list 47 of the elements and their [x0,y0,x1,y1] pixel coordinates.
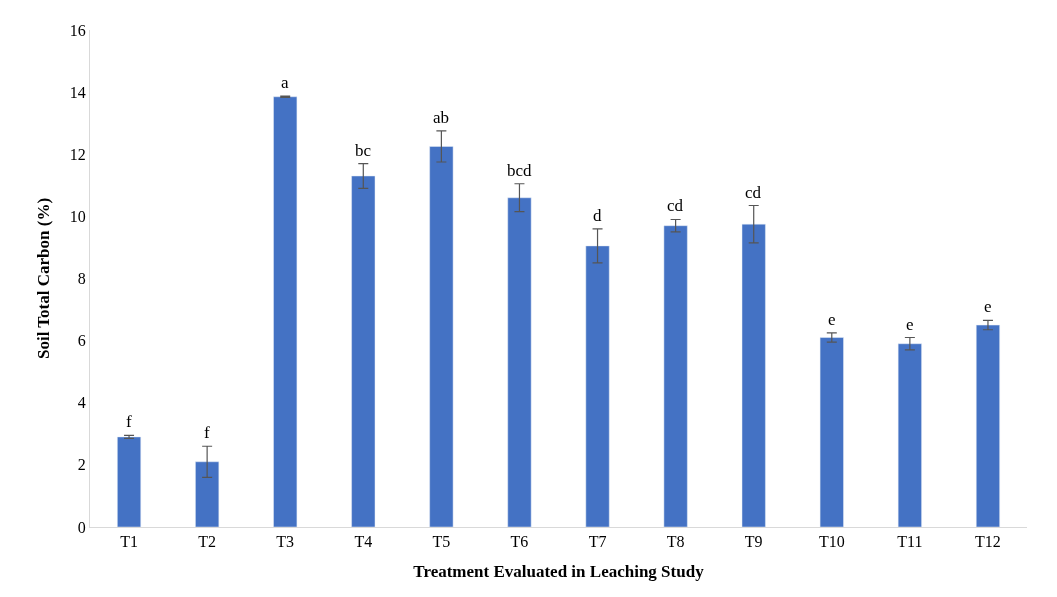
bar [819,337,844,527]
x-tick-label: T12 [975,533,1001,551]
bar [741,223,766,527]
bar [663,225,688,527]
annotation: f [204,423,210,442]
x-tick-label: T8 [666,533,685,551]
annotation: d [593,206,602,225]
x-tick-label: T6 [510,533,529,551]
y-tick-label: 16 [69,21,86,39]
y-tick-label: 2 [77,456,86,474]
bar [117,436,141,527]
x-tick-label: T7 [588,533,607,551]
annotation: bc [355,141,372,160]
bar [976,324,1000,527]
bar [897,343,922,527]
x-tick-label: T11 [897,533,923,551]
annotation: e [906,315,914,334]
x-tick-label: T4 [354,533,373,551]
annotation: f [126,412,132,431]
y-tick-label: 4 [77,394,86,412]
annotation: cd [745,183,762,202]
y-tick-label: 12 [69,145,86,163]
bar [273,96,298,527]
annotation: e [828,310,836,329]
annotation: cd [667,196,684,215]
x-tick-label: T5 [432,533,451,551]
y-tick-label: 10 [69,207,86,225]
x-tick-label: T10 [818,533,845,551]
annotation: a [281,73,289,92]
y-axis-title: Soil Total Carbon (%) [34,197,54,360]
annotation: bcd [507,161,533,180]
x-tick-label: T1 [120,533,138,551]
y-tick-label: 8 [77,270,86,288]
annotation: e [984,297,992,316]
bar [429,146,454,527]
x-axis-title: Treatment Evaluated in Leaching Study [413,561,705,581]
y-tick-label: 6 [77,332,86,350]
bar [351,175,376,527]
y-tick-label: 0 [77,518,86,536]
x-tick-label: T9 [744,533,763,551]
annotation: ab [433,108,450,127]
y-tick-label: 14 [69,83,86,101]
bar [585,245,610,527]
bar [507,197,532,527]
x-tick-label: T2 [198,533,217,551]
x-tick-label: T3 [276,533,295,551]
bar [195,461,220,527]
